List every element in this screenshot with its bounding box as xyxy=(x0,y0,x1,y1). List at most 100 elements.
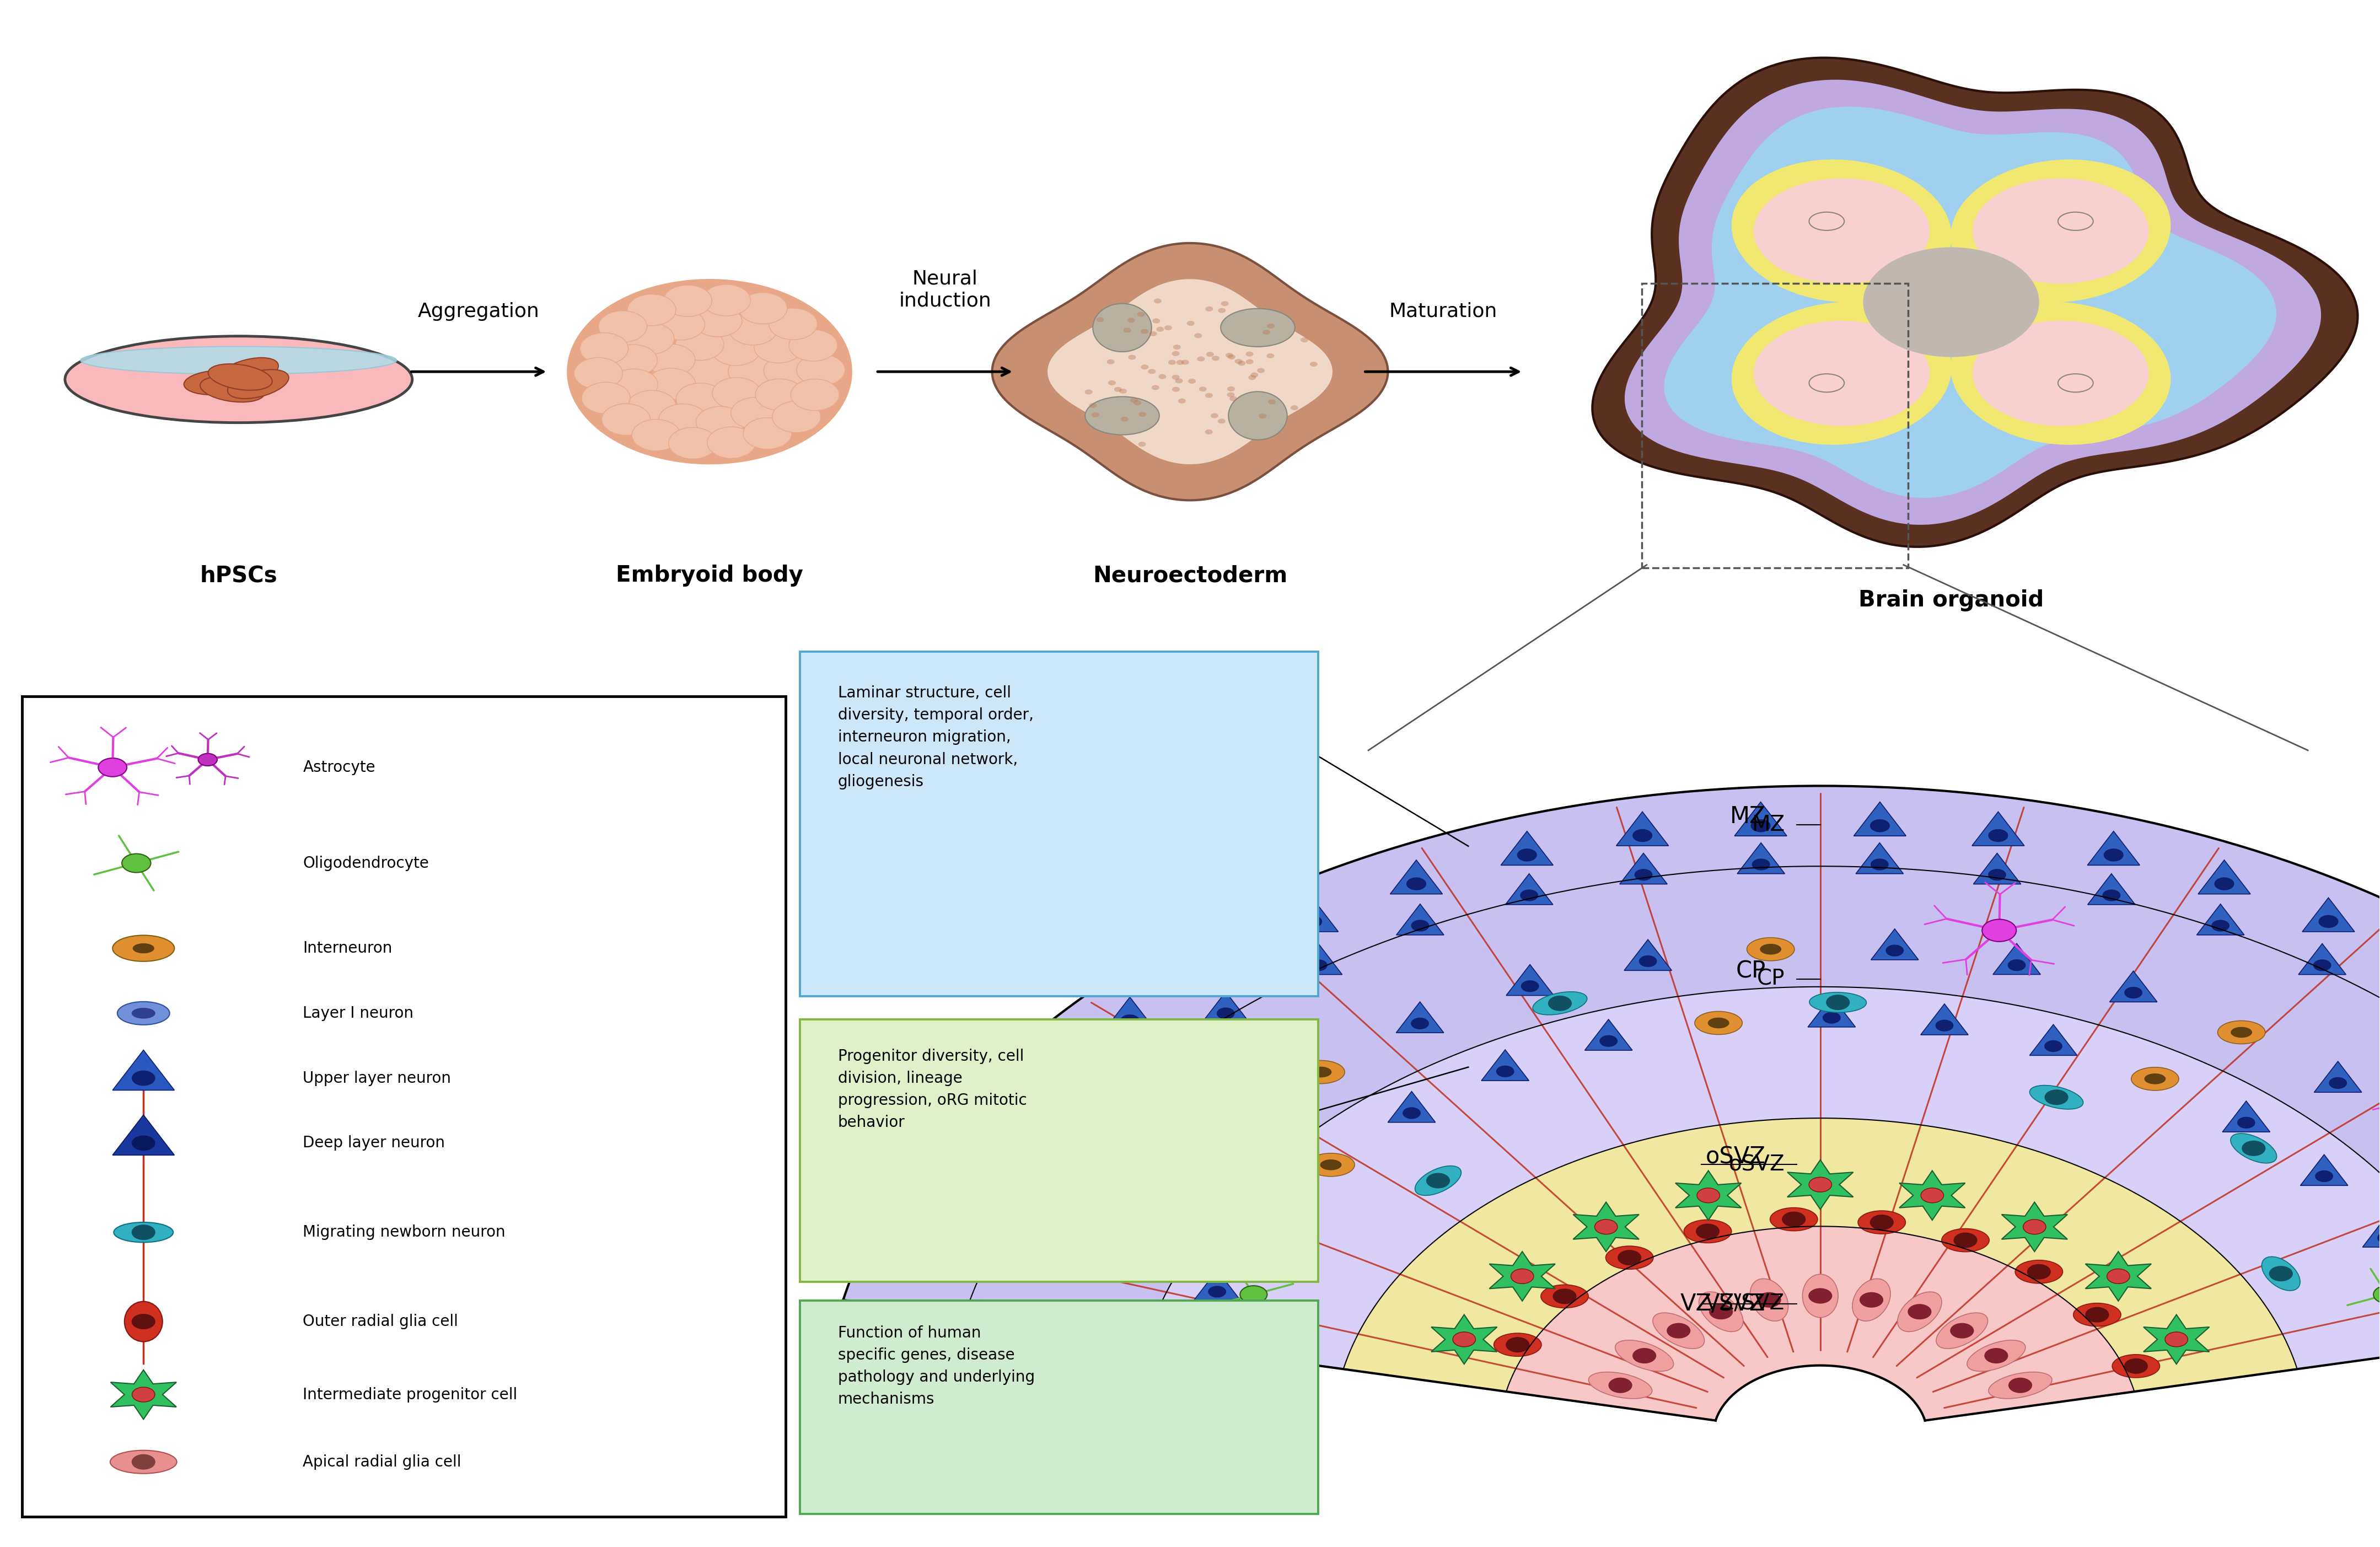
Circle shape xyxy=(1209,1286,1226,1298)
Ellipse shape xyxy=(2144,1074,2166,1084)
Circle shape xyxy=(1221,302,1228,306)
Text: Outer radial glia cell: Outer radial glia cell xyxy=(302,1313,459,1329)
Circle shape xyxy=(1985,1347,2009,1363)
Polygon shape xyxy=(2299,944,2347,975)
Ellipse shape xyxy=(2030,1086,2082,1109)
Ellipse shape xyxy=(1709,1018,1730,1029)
Ellipse shape xyxy=(1759,944,1780,954)
Text: Apical radial glia cell: Apical radial glia cell xyxy=(302,1454,462,1470)
Circle shape xyxy=(1090,402,1097,408)
Ellipse shape xyxy=(1587,1372,1652,1398)
Circle shape xyxy=(2373,1286,2380,1303)
Circle shape xyxy=(1066,1126,1083,1137)
Circle shape xyxy=(1207,351,1214,357)
Polygon shape xyxy=(1388,1092,1435,1122)
Circle shape xyxy=(1697,1188,1721,1204)
Ellipse shape xyxy=(1754,178,1930,283)
Circle shape xyxy=(1290,405,1297,410)
Circle shape xyxy=(790,379,840,410)
Circle shape xyxy=(1245,359,1254,364)
Circle shape xyxy=(1257,1219,1273,1231)
Circle shape xyxy=(1640,956,1656,967)
Circle shape xyxy=(693,305,743,337)
Circle shape xyxy=(1245,351,1254,356)
Circle shape xyxy=(1169,360,1176,365)
Polygon shape xyxy=(1735,801,1787,835)
Circle shape xyxy=(628,294,676,326)
Circle shape xyxy=(1133,401,1142,405)
Circle shape xyxy=(1119,388,1126,393)
Polygon shape xyxy=(1397,1002,1445,1033)
Text: Oligodendrocyte: Oligodendrocyte xyxy=(302,855,428,871)
Circle shape xyxy=(131,1135,155,1151)
Circle shape xyxy=(1983,919,2016,942)
Circle shape xyxy=(1159,374,1166,379)
Circle shape xyxy=(1230,396,1238,401)
Ellipse shape xyxy=(1321,1159,1342,1170)
Polygon shape xyxy=(964,866,2380,1341)
Circle shape xyxy=(2268,1265,2292,1281)
Polygon shape xyxy=(1899,1171,1966,1221)
Ellipse shape xyxy=(1852,1279,1890,1321)
Circle shape xyxy=(1157,1191,1176,1204)
Circle shape xyxy=(581,382,631,413)
Circle shape xyxy=(1123,328,1130,333)
Circle shape xyxy=(1885,945,1904,956)
Ellipse shape xyxy=(64,336,412,422)
Circle shape xyxy=(754,379,804,410)
Circle shape xyxy=(1140,330,1150,334)
Circle shape xyxy=(1261,330,1271,334)
Ellipse shape xyxy=(1685,1219,1733,1242)
Polygon shape xyxy=(1856,843,1904,874)
Polygon shape xyxy=(1507,874,1552,905)
Circle shape xyxy=(1171,351,1180,356)
Circle shape xyxy=(1452,1332,1476,1347)
Circle shape xyxy=(754,331,802,364)
Circle shape xyxy=(1426,1173,1449,1188)
Ellipse shape xyxy=(1228,391,1288,439)
Circle shape xyxy=(609,368,657,401)
Text: Brain organoid: Brain organoid xyxy=(1859,589,2044,611)
Polygon shape xyxy=(992,243,1388,500)
Circle shape xyxy=(1147,368,1157,374)
Circle shape xyxy=(2125,987,2142,998)
Polygon shape xyxy=(2313,1061,2361,1092)
Circle shape xyxy=(1152,319,1159,323)
Ellipse shape xyxy=(112,936,174,961)
Ellipse shape xyxy=(1221,308,1295,347)
FancyBboxPatch shape xyxy=(21,696,785,1518)
Circle shape xyxy=(647,343,695,376)
Ellipse shape xyxy=(133,944,155,953)
Circle shape xyxy=(1188,320,1195,326)
Text: hPSCs: hPSCs xyxy=(200,565,278,586)
Circle shape xyxy=(131,1071,155,1086)
Circle shape xyxy=(626,323,674,354)
Circle shape xyxy=(2313,959,2332,972)
Circle shape xyxy=(1180,360,1190,365)
Circle shape xyxy=(2028,1264,2052,1279)
FancyBboxPatch shape xyxy=(800,1301,1319,1515)
Circle shape xyxy=(695,407,745,438)
Ellipse shape xyxy=(217,357,278,387)
Polygon shape xyxy=(1585,1019,1633,1050)
Ellipse shape xyxy=(228,370,288,399)
Polygon shape xyxy=(916,1194,969,1228)
Ellipse shape xyxy=(1973,178,2149,283)
Ellipse shape xyxy=(1297,1060,1345,1083)
Circle shape xyxy=(702,285,750,316)
Ellipse shape xyxy=(1749,1279,1787,1321)
Circle shape xyxy=(1666,1323,1690,1338)
Ellipse shape xyxy=(1699,1292,1742,1332)
Circle shape xyxy=(1188,379,1195,384)
Circle shape xyxy=(131,1454,155,1470)
Polygon shape xyxy=(1090,1250,1138,1279)
Polygon shape xyxy=(1145,987,2380,1369)
Polygon shape xyxy=(2030,1024,2078,1055)
Circle shape xyxy=(1219,308,1226,312)
Circle shape xyxy=(1547,996,1571,1012)
Circle shape xyxy=(1138,312,1145,317)
Circle shape xyxy=(1157,326,1164,331)
Circle shape xyxy=(712,334,759,365)
Circle shape xyxy=(1871,859,1890,871)
Text: Layer I neuron: Layer I neuron xyxy=(302,1006,414,1021)
